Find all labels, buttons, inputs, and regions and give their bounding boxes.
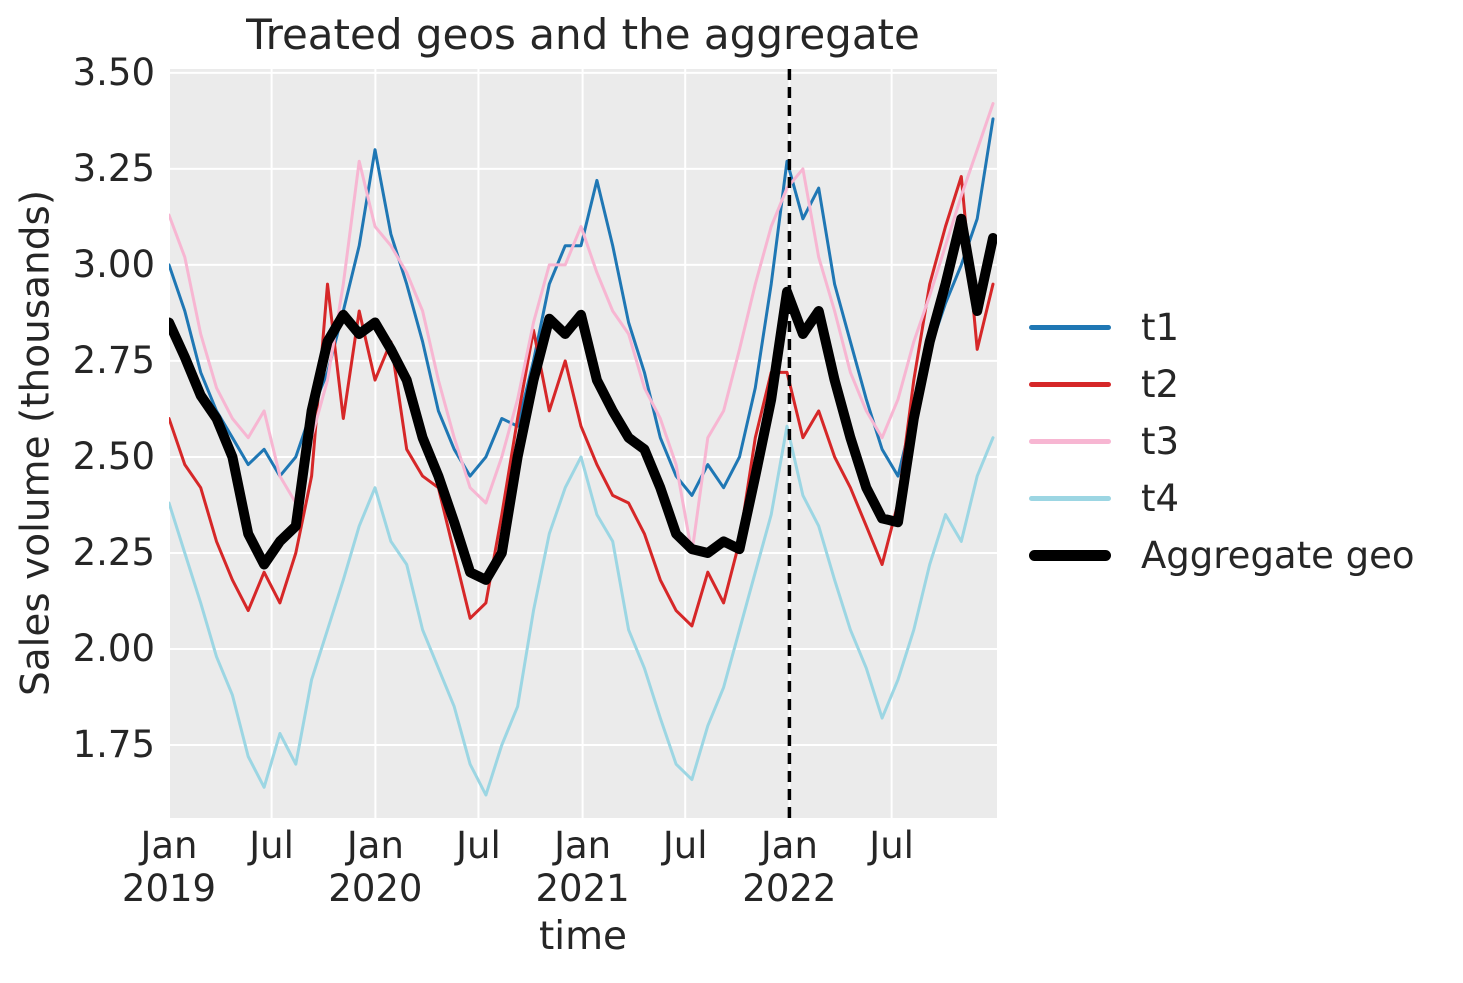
series-line-t4	[169, 424, 995, 797]
legend-label: t4	[1141, 477, 1180, 520]
series-line-aggregate-geo	[169, 213, 997, 585]
x-tick-label: Jan 2019	[121, 824, 217, 910]
plot-area	[169, 69, 997, 818]
legend-line-swatch	[1029, 550, 1111, 561]
legend-label: t2	[1141, 363, 1180, 406]
x-axis-label: time	[538, 914, 628, 959]
legend-label: t1	[1141, 306, 1180, 349]
y-tick-label: 3.50	[72, 50, 155, 94]
legend-item-t1: t1	[1029, 299, 1415, 356]
series-line-t2	[169, 175, 995, 628]
legend-line-swatch	[1029, 382, 1111, 387]
y-tick-label: 1.75	[72, 723, 155, 767]
y-tick-label: 3.25	[72, 146, 155, 190]
legend-item-t3: t3	[1029, 413, 1415, 470]
legend-item-t2: t2	[1029, 356, 1415, 413]
legend: t1 t2 t3 t4 Aggregate geo	[1029, 299, 1415, 584]
legend-label: t3	[1141, 420, 1180, 463]
x-tick-label: Jul	[869, 824, 914, 867]
x-tick-label: Jul	[249, 824, 294, 867]
series-line-t1	[169, 117, 995, 497]
legend-line-swatch	[1029, 439, 1111, 444]
legend-item-aggregate-geo: Aggregate geo	[1029, 527, 1415, 584]
x-tick-label: Jan 2021	[535, 824, 630, 910]
legend-item-t4: t4	[1029, 470, 1415, 527]
x-tick-label: Jul	[662, 824, 708, 867]
y-tick-label: 2.00	[72, 626, 155, 670]
legend-label: Aggregate geo	[1141, 534, 1415, 577]
legend-line-swatch	[1029, 325, 1111, 330]
x-tick-label: Jul	[456, 824, 501, 867]
y-tick-label: 2.25	[72, 530, 155, 574]
y-tick-label: 2.75	[72, 338, 155, 382]
y-tick-label: 2.50	[72, 434, 155, 478]
plot-canvas	[169, 69, 997, 818]
chart-title: Treated geos and the aggregate	[246, 10, 920, 59]
x-tick-label: Jan 2022	[742, 824, 837, 910]
legend-line-swatch	[1029, 496, 1111, 501]
y-tick-label: 3.00	[72, 242, 155, 286]
x-tick-label: Jan 2020	[328, 824, 423, 910]
